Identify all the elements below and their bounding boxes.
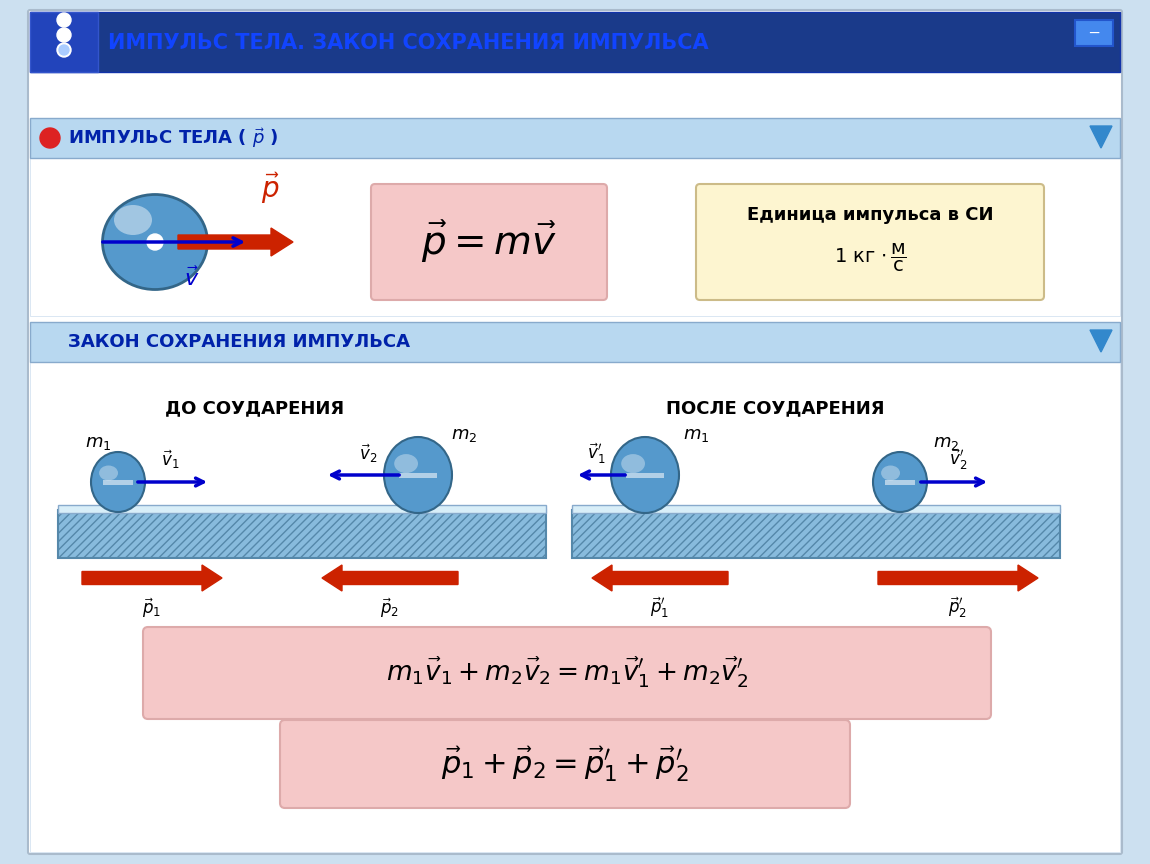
Circle shape xyxy=(147,234,163,250)
Text: 1 кг $\cdot\,\dfrac{\text{м}}{\text{с}}$: 1 кг $\cdot\,\dfrac{\text{м}}{\text{с}}$ xyxy=(834,242,906,274)
Ellipse shape xyxy=(611,437,678,513)
Text: $\vec{v}_2$: $\vec{v}_2$ xyxy=(359,442,377,465)
Bar xyxy=(30,158,1120,316)
Circle shape xyxy=(58,43,71,57)
Text: $\vec{v}_1$: $\vec{v}_1$ xyxy=(161,448,179,471)
Bar xyxy=(627,473,664,478)
Circle shape xyxy=(59,45,69,55)
Ellipse shape xyxy=(114,205,152,235)
Ellipse shape xyxy=(99,466,118,480)
Bar xyxy=(1075,20,1113,46)
Circle shape xyxy=(58,13,71,27)
Ellipse shape xyxy=(384,437,452,513)
FancyArrow shape xyxy=(592,565,728,591)
FancyBboxPatch shape xyxy=(696,184,1044,300)
Text: $\vec{p}_1$: $\vec{p}_1$ xyxy=(143,596,161,619)
FancyArrow shape xyxy=(322,565,458,591)
FancyArrow shape xyxy=(82,565,222,591)
Circle shape xyxy=(40,128,60,148)
Bar xyxy=(399,473,437,478)
Text: $m_1 \vec{v}_1 + m_2 \vec{v}_2 = m_1 \vec{v}_1^{\prime} + m_2 \vec{v}_2^{\prime}: $m_1 \vec{v}_1 + m_2 \vec{v}_2 = m_1 \ve… xyxy=(385,656,749,690)
Text: $\vec{p}_2^{\prime}$: $\vec{p}_2^{\prime}$ xyxy=(949,596,967,620)
Text: ─: ─ xyxy=(1089,26,1098,41)
Ellipse shape xyxy=(102,194,207,289)
Bar xyxy=(58,510,546,558)
Bar xyxy=(30,322,1120,362)
Polygon shape xyxy=(1090,126,1112,148)
FancyBboxPatch shape xyxy=(279,720,850,808)
Bar xyxy=(30,362,1120,852)
Text: $m_2$: $m_2$ xyxy=(933,434,959,452)
Polygon shape xyxy=(1090,330,1112,352)
Circle shape xyxy=(58,28,71,42)
FancyBboxPatch shape xyxy=(143,627,991,719)
FancyBboxPatch shape xyxy=(28,10,1122,854)
Text: $\vec{p} = m\vec{v}$: $\vec{p} = m\vec{v}$ xyxy=(421,219,557,265)
Text: $m_1$: $m_1$ xyxy=(85,434,112,452)
Text: ИМПУЛЬС ТЕЛА. ЗАКОН СОХРАНЕНИЯ ИМПУЛЬСА: ИМПУЛЬС ТЕЛА. ЗАКОН СОХРАНЕНИЯ ИМПУЛЬСА xyxy=(108,33,708,53)
Bar xyxy=(58,505,546,513)
Text: $\vec{p}_2$: $\vec{p}_2$ xyxy=(381,596,399,619)
FancyArrow shape xyxy=(178,228,293,256)
Text: ИМПУЛЬС ТЕЛА ( $\vec{p}$ ): ИМПУЛЬС ТЕЛА ( $\vec{p}$ ) xyxy=(68,126,278,150)
Bar xyxy=(30,12,98,72)
FancyArrow shape xyxy=(877,565,1038,591)
Bar xyxy=(30,118,1120,158)
Text: ЗАКОН СОХРАНЕНИЯ ИМПУЛЬСА: ЗАКОН СОХРАНЕНИЯ ИМПУЛЬСА xyxy=(68,333,411,351)
Ellipse shape xyxy=(881,466,900,480)
Bar xyxy=(30,12,1120,72)
Text: $\vec{p}$: $\vec{p}$ xyxy=(261,170,279,206)
Text: ДО СОУДАРЕНИЯ: ДО СОУДАРЕНИЯ xyxy=(166,399,345,417)
Bar xyxy=(572,510,1060,558)
Text: $\vec{p}_1 + \vec{p}_2 = \vec{p}_1^{\prime} + \vec{p}_2^{\prime}$: $\vec{p}_1 + \vec{p}_2 = \vec{p}_1^{\pri… xyxy=(442,744,689,784)
Text: $\vec{p}_1^{\prime}$: $\vec{p}_1^{\prime}$ xyxy=(651,596,669,620)
Ellipse shape xyxy=(91,452,145,512)
Text: $\vec{v}_1^{\prime}$: $\vec{v}_1^{\prime}$ xyxy=(586,442,605,467)
Text: $m_2$: $m_2$ xyxy=(451,426,477,444)
Text: ПОСЛЕ СОУДАРЕНИЯ: ПОСЛЕ СОУДАРЕНИЯ xyxy=(666,399,884,417)
Text: $\vec{v}_2^{\prime}$: $\vec{v}_2^{\prime}$ xyxy=(949,448,967,473)
Text: Единица импульса в СИ: Единица импульса в СИ xyxy=(746,206,994,224)
Text: $\vec{v}$: $\vec{v}$ xyxy=(184,266,200,289)
Bar xyxy=(572,505,1060,513)
FancyBboxPatch shape xyxy=(371,184,607,300)
Ellipse shape xyxy=(873,452,927,512)
Ellipse shape xyxy=(394,454,417,473)
Bar xyxy=(104,480,133,485)
Text: $m_1$: $m_1$ xyxy=(683,426,710,444)
Bar xyxy=(886,480,915,485)
Ellipse shape xyxy=(621,454,645,473)
